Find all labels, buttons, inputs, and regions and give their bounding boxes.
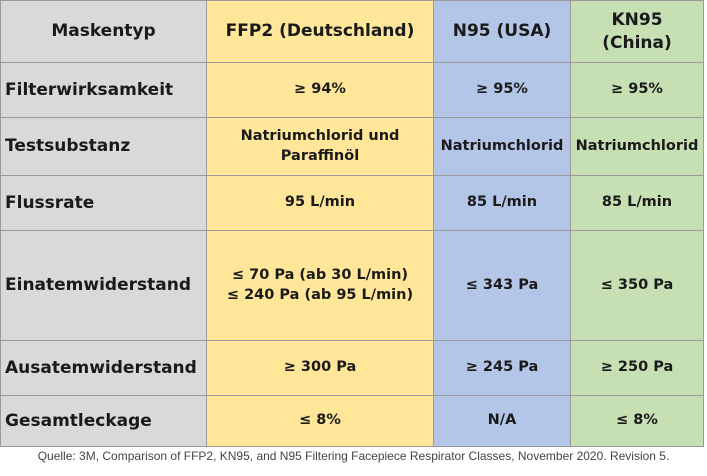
header-kn95: KN95 (China) <box>570 0 704 63</box>
row-label: Filterwirksamkeit <box>0 62 207 118</box>
cell-line: ≥ 300 Pa <box>283 359 357 376</box>
table-row: Flussrate 95 L/min 85 L/min 85 L/min <box>0 175 704 231</box>
table-row: Testsubstanz Natriumchlorid und Paraffin… <box>0 117 704 176</box>
n95-cell: N/A <box>433 395 571 447</box>
cell-line: Natriumchlorid und <box>240 127 400 144</box>
cell-line: Paraffinöl <box>280 147 360 164</box>
table-row: Filterwirksamkeit ≥ 94% ≥ 95% ≥ 95% <box>0 62 704 118</box>
n95-cell: Natriumchlorid <box>433 117 571 176</box>
row-label: Einatemwiderstand <box>0 230 207 341</box>
n95-cell: ≤ 343 Pa <box>433 230 571 341</box>
header-maskentyp: Maskentyp <box>0 0 207 63</box>
ffp2-cell: ≥ 94% <box>206 62 434 118</box>
cell-line: 95 L/min <box>284 194 356 211</box>
ffp2-cell: ≤ 8% <box>206 395 434 447</box>
kn95-cell: Natriumchlorid <box>570 117 704 176</box>
row-label: Flussrate <box>0 175 207 231</box>
ffp2-cell: 95 L/min <box>206 175 434 231</box>
n95-cell: ≥ 245 Pa <box>433 340 571 396</box>
cell-line: ≤ 240 Pa (ab 95 L/min) <box>226 286 414 303</box>
n95-cell: 85 L/min <box>433 175 571 231</box>
mask-comparison-table: Maskentyp FFP2 (Deutschland) N95 (USA) K… <box>0 0 704 447</box>
kn95-cell: ≤ 8% <box>570 395 704 447</box>
kn95-cell: ≤ 350 Pa <box>570 230 704 341</box>
cell-line: ≤ 70 Pa (ab 30 L/min) <box>231 266 409 283</box>
source-caption: Quelle: 3M, Comparison of FFP2, KN95, an… <box>37 449 670 463</box>
header-n95: N95 (USA) <box>433 0 571 63</box>
header-row: Maskentyp FFP2 (Deutschland) N95 (USA) K… <box>0 0 704 63</box>
table-row: Einatemwiderstand ≤ 70 Pa (ab 30 L/min) … <box>0 230 704 341</box>
cell-line: ≥ 94% <box>294 81 346 98</box>
row-label: Testsubstanz <box>0 117 207 176</box>
kn95-cell: ≥ 250 Pa <box>570 340 704 396</box>
ffp2-cell: Natriumchlorid und Paraffinöl <box>206 117 434 176</box>
ffp2-cell: ≤ 70 Pa (ab 30 L/min) ≤ 240 Pa (ab 95 L/… <box>206 230 434 341</box>
kn95-cell: ≥ 95% <box>570 62 704 118</box>
cell-line: ≤ 8% <box>299 412 341 429</box>
n95-cell: ≥ 95% <box>433 62 571 118</box>
table-row: Gesamtleckage ≤ 8% N/A ≤ 8% <box>0 395 704 447</box>
table-row: Ausatemwiderstand ≥ 300 Pa ≥ 245 Pa ≥ 25… <box>0 340 704 396</box>
row-label: Gesamtleckage <box>0 395 207 447</box>
ffp2-cell: ≥ 300 Pa <box>206 340 434 396</box>
header-ffp2: FFP2 (Deutschland) <box>206 0 434 63</box>
kn95-cell: 85 L/min <box>570 175 704 231</box>
row-label: Ausatemwiderstand <box>0 340 207 396</box>
